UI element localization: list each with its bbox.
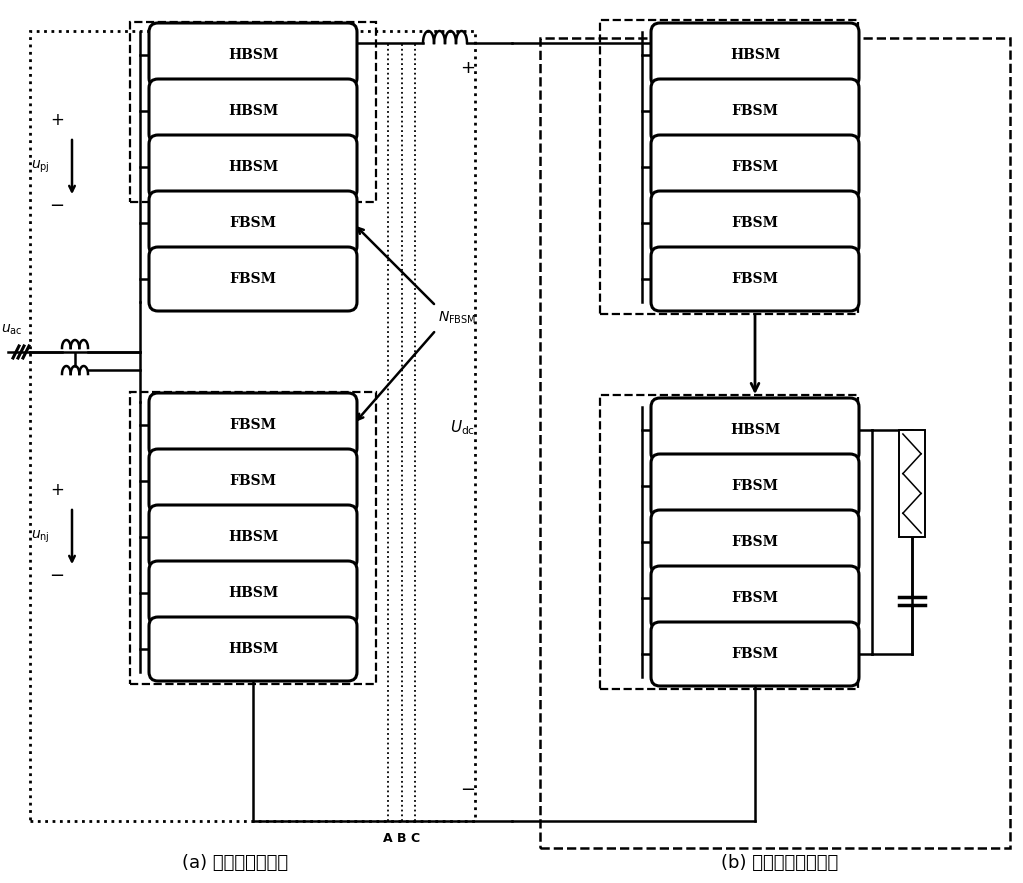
- FancyBboxPatch shape: [149, 393, 357, 457]
- Text: FBSM: FBSM: [731, 591, 779, 605]
- FancyBboxPatch shape: [651, 23, 859, 87]
- Text: (b) 全桥阀段拓扑改造: (b) 全桥阀段拓扑改造: [721, 854, 839, 872]
- Text: FBSM: FBSM: [229, 418, 276, 432]
- Text: $u_{\rm nj}$: $u_{\rm nj}$: [31, 529, 49, 545]
- Text: FBSM: FBSM: [731, 104, 779, 118]
- FancyBboxPatch shape: [149, 617, 357, 681]
- Text: FBSM: FBSM: [229, 474, 276, 488]
- Bar: [30, 31, 475, 821]
- Text: FBSM: FBSM: [731, 647, 779, 661]
- Text: B: B: [397, 833, 407, 846]
- FancyBboxPatch shape: [651, 454, 859, 518]
- Text: $-$: $-$: [49, 565, 64, 583]
- Bar: [130, 22, 376, 202]
- Text: $u_{\rm pj}$: $u_{\rm pj}$: [31, 159, 49, 175]
- FancyBboxPatch shape: [651, 79, 859, 143]
- FancyBboxPatch shape: [651, 398, 859, 462]
- Text: $U_{\rm dc}$: $U_{\rm dc}$: [450, 419, 475, 437]
- Bar: [130, 392, 376, 684]
- FancyBboxPatch shape: [149, 79, 357, 143]
- Text: A: A: [384, 833, 393, 846]
- Bar: [899, 430, 925, 537]
- Text: HBSM: HBSM: [228, 48, 278, 62]
- Text: FBSM: FBSM: [731, 216, 779, 230]
- FancyBboxPatch shape: [149, 449, 357, 513]
- FancyBboxPatch shape: [149, 135, 357, 199]
- FancyBboxPatch shape: [149, 191, 357, 255]
- Text: FBSM: FBSM: [731, 535, 779, 549]
- Text: HBSM: HBSM: [228, 160, 278, 174]
- Text: FBSM: FBSM: [229, 216, 276, 230]
- FancyBboxPatch shape: [651, 247, 859, 311]
- FancyBboxPatch shape: [149, 247, 357, 311]
- FancyBboxPatch shape: [149, 23, 357, 87]
- Text: FBSM: FBSM: [731, 479, 779, 493]
- FancyBboxPatch shape: [651, 622, 859, 686]
- Text: HBSM: HBSM: [729, 48, 781, 62]
- FancyBboxPatch shape: [149, 561, 357, 625]
- Text: C: C: [410, 833, 419, 846]
- Text: HBSM: HBSM: [228, 104, 278, 118]
- FancyBboxPatch shape: [651, 191, 859, 255]
- FancyBboxPatch shape: [651, 566, 859, 630]
- Text: FBSM: FBSM: [731, 272, 779, 286]
- Text: $+$: $+$: [50, 481, 64, 499]
- Text: FBSM: FBSM: [229, 272, 276, 286]
- Text: $u_{\rm ac}$: $u_{\rm ac}$: [1, 323, 23, 337]
- Text: FBSM: FBSM: [731, 160, 779, 174]
- Text: HBSM: HBSM: [228, 586, 278, 600]
- Text: $N_{\rm FBSM}$: $N_{\rm FBSM}$: [438, 310, 477, 326]
- Text: HBSM: HBSM: [228, 642, 278, 656]
- Text: HBSM: HBSM: [228, 530, 278, 544]
- Text: $-$: $-$: [460, 779, 476, 797]
- Text: $+$: $+$: [460, 59, 476, 77]
- FancyBboxPatch shape: [149, 505, 357, 569]
- Bar: [540, 38, 1010, 848]
- Text: $+$: $+$: [50, 111, 64, 129]
- FancyBboxPatch shape: [651, 510, 859, 574]
- FancyBboxPatch shape: [651, 135, 859, 199]
- Bar: [601, 20, 858, 314]
- Text: (a) 半全混合换流器: (a) 半全混合换流器: [182, 854, 288, 872]
- Text: HBSM: HBSM: [729, 423, 781, 437]
- Text: $-$: $-$: [49, 195, 64, 213]
- Bar: [601, 395, 858, 689]
